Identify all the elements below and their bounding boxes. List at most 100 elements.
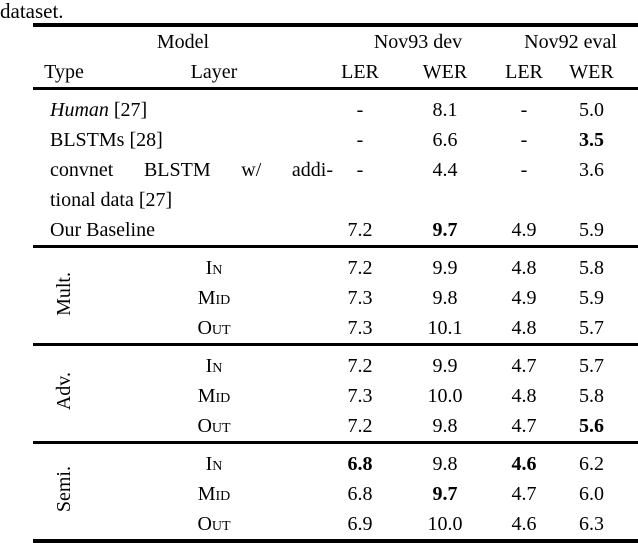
cell-ler-dev: - [356,129,364,151]
cell-wer-dev: 10.1 [427,317,463,339]
cell-layer: Out [197,513,231,535]
model-name-italic: Human [50,99,109,121]
header-model: Model [156,31,210,53]
cell-wer-dev: 8.1 [432,99,458,121]
cell-wer-dev: 10.0 [427,385,463,407]
header-layer: Layer [95,57,333,90]
model-name: convnet BLSTM w/ addi- tional data [27] [33,155,333,215]
cell-wer-eval: 3.6 [579,159,605,181]
cell-ler-eval: 4.8 [511,385,537,407]
cell-ler-eval: 4.7 [511,483,537,505]
cell-ler-dev: 7.2 [333,245,387,283]
cell-ler-eval: 4.9 [511,287,537,309]
header-wer-eval: WER [545,57,638,90]
cell-wer-eval: 5.8 [579,385,605,407]
table-row-our-baseline: Our Baseline 7.2 9.7 4.9 5.9 [33,215,638,247]
cell-wer-dev: 9.7 [432,219,458,241]
group-label-mult: Mult. [53,271,75,316]
baselines-section: Human [27] - 8.1 - 5.0 BLSTMs [28] - 6.6… [33,89,638,247]
model-name: Human [27] [33,89,333,126]
table-row: Semi. In 6.8 9.8 4.6 6.2 [33,441,638,541]
cell-layer: In [95,245,333,283]
header-subrow: Type Layer LER WER LER WER [33,57,638,90]
table-row: Out 7.3 10.1 4.8 5.7 [33,313,638,345]
cell-ler-dev: 7.2 [333,343,387,381]
header-ler-eval: LER [503,57,546,90]
cell-wer-eval: 5.0 [579,99,605,121]
cell-wer-dev: 9.9 [387,343,504,381]
cell-ler-eval: - [520,99,528,121]
semi-section: Semi. In 6.8 9.8 4.6 6.2 Mid 6.8 9.7 4.7… [33,441,638,541]
cell-wer-eval: 6.0 [579,483,605,505]
table-row: Mid 7.3 9.8 4.9 5.9 [33,283,638,313]
cell-ler-dev: 7.3 [347,385,373,407]
cell-ler-eval: 4.7 [503,343,546,381]
cell-wer-eval: 6.3 [579,513,605,535]
caption-tail: dataset. [0,0,64,23]
cell-wer-eval: 5.6 [579,415,605,437]
cell-ler-dev: 7.3 [347,317,373,339]
model-name-rest: [27] [108,99,148,121]
cell-ler-eval: 4.7 [511,415,537,437]
cell-ler-eval: - [520,129,528,151]
cell-ler-eval: 4.6 [503,441,546,479]
cell-wer-eval: 5.7 [579,317,605,339]
header-type: Type [33,57,95,90]
group-label-cell: Semi. [33,441,95,541]
cell-wer-dev: 4.4 [432,159,458,181]
cell-wer-eval: 5.8 [545,245,638,283]
cell-ler-dev: 7.2 [347,415,373,437]
adv-section: Adv. In 7.2 9.9 4.7 5.7 Mid 7.3 10.0 4.8… [33,343,638,443]
table-row: Out 7.2 9.8 4.7 5.6 [33,411,638,443]
cell-wer-eval: 5.7 [545,343,638,381]
cell-ler-dev: - [356,159,364,181]
cell-wer-eval: 6.2 [545,441,638,479]
cell-wer-dev: 9.9 [387,245,504,283]
header-ler-dev: LER [333,57,387,90]
cell-ler-eval: 4.8 [511,317,537,339]
cell-ler-dev: 6.8 [347,483,373,505]
cell-ler-eval: 4.8 [503,245,546,283]
table-row: Mid 7.3 10.0 4.8 5.8 [33,381,638,411]
cell-ler-eval: 4.6 [511,513,537,535]
group-label-cell: Mult. [33,245,95,345]
cell-wer-dev: 10.0 [427,513,463,535]
cell-layer: In [95,343,333,381]
group-label-adv: Adv. [53,372,75,411]
cell-layer: Out [197,317,231,339]
cell-layer: Mid [197,483,231,505]
cell-ler-dev: 7.3 [347,287,373,309]
mult-section: Mult. In 7.2 9.9 4.8 5.8 Mid 7.3 9.8 4.9… [33,245,638,345]
header-nov93-dev: Nov93 dev [373,31,463,53]
cell-wer-eval: 5.9 [579,287,605,309]
results-table: Model Nov93 dev Nov92 eval Type Layer LE… [33,23,638,543]
cell-layer: Mid [197,287,231,309]
cell-wer-eval: 3.5 [579,129,605,151]
table-row: Out 6.9 10.0 4.6 6.3 [33,509,638,541]
table-row-human: Human [27] - 8.1 - 5.0 [33,89,638,126]
header-nov92-eval: Nov92 eval [524,31,617,53]
cell-ler-eval: 4.9 [511,219,537,241]
cell-layer: In [95,441,333,479]
cell-wer-eval: 5.9 [579,219,605,241]
cell-layer: Mid [197,385,231,407]
header-group-row: Model Nov93 dev Nov92 eval [33,25,638,57]
model-name: Our Baseline [50,219,155,241]
cell-wer-dev: 9.8 [387,441,504,479]
model-name-line1: convnet BLSTM w/ addi- [50,159,333,181]
table-row-blstms: BLSTMs [28] - 6.6 - 3.5 [33,125,638,155]
table-row: Adv. In 7.2 9.9 4.7 5.7 [33,343,638,443]
group-label-semi: Semi. [53,466,75,513]
header-wer-dev: WER [387,57,504,90]
model-name-line2: tional data [27] [50,189,173,211]
model-name: BLSTMs [28] [50,129,163,151]
cell-layer: Out [197,415,231,437]
cell-ler-eval: - [520,159,528,181]
cell-ler-dev: 6.9 [347,513,373,535]
cell-wer-dev: 9.8 [432,415,458,437]
cell-ler-dev: - [356,99,364,121]
cell-ler-dev: 6.8 [333,441,387,479]
cell-ler-dev: 7.2 [347,219,373,241]
table-header: Model Nov93 dev Nov92 eval Type Layer LE… [33,25,638,90]
